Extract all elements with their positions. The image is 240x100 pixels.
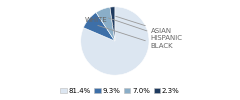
Text: ASIAN: ASIAN <box>116 16 172 34</box>
Wedge shape <box>110 7 115 41</box>
Wedge shape <box>81 7 149 75</box>
Text: WHITE: WHITE <box>85 17 113 26</box>
Text: HISPANIC: HISPANIC <box>108 18 183 41</box>
Wedge shape <box>96 7 115 41</box>
Text: BLACK: BLACK <box>98 26 173 49</box>
Wedge shape <box>84 12 115 41</box>
Legend: 81.4%, 9.3%, 7.0%, 2.3%: 81.4%, 9.3%, 7.0%, 2.3% <box>57 85 183 96</box>
